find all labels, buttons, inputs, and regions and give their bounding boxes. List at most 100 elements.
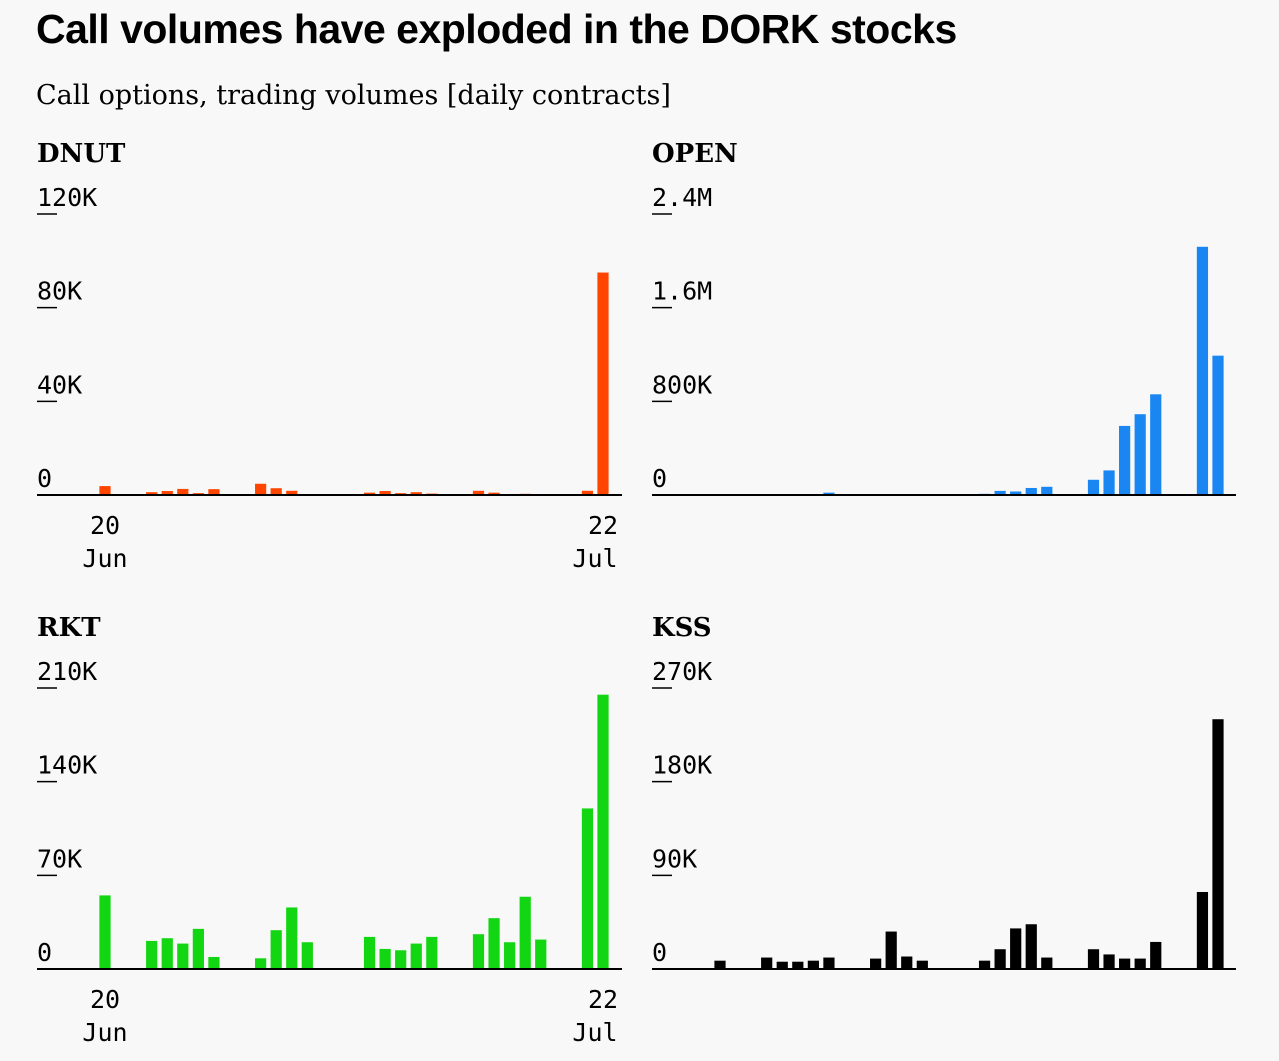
chart-subtitle: Call options, trading volumes [daily con… (36, 80, 671, 111)
bar (192, 928, 204, 969)
bar (581, 808, 594, 969)
bar (885, 931, 897, 969)
bar (177, 488, 189, 495)
panel-kss: KSS 0 90K 180K 270K (652, 613, 1236, 970)
bar (146, 940, 158, 969)
bar (504, 942, 516, 969)
bar (99, 895, 111, 969)
y-tick-label: 40K (37, 370, 82, 399)
y-tick-label: 210K (37, 657, 97, 686)
bar (807, 960, 819, 969)
bar (1134, 958, 1146, 969)
y-tick-label: 0 (37, 464, 52, 493)
panel-title: KSS (652, 613, 712, 643)
bar (1025, 924, 1037, 969)
y-tick-label: 2.4M (652, 183, 712, 212)
y-tick-label: 0 (652, 938, 667, 967)
y-tick-label: 90K (652, 844, 697, 873)
panel-dnut: DNUT 0 40K 80K 120K 20 Jun 22 Jul (37, 139, 622, 573)
bar (363, 936, 376, 969)
bar (363, 492, 376, 495)
bar (581, 490, 594, 495)
bar (776, 961, 788, 969)
bar (410, 492, 422, 495)
bar (535, 939, 547, 969)
bar (395, 950, 407, 969)
y-tick-label: 0 (652, 464, 667, 493)
chart-title: Call volumes have exploded in the DORK s… (36, 6, 957, 52)
bar (1103, 954, 1115, 969)
bar (1087, 949, 1100, 969)
bar (1150, 394, 1162, 495)
bar (1103, 470, 1115, 495)
bar (1196, 246, 1209, 495)
x-tick-label-month: Jun (82, 1018, 127, 1047)
y-tick-label: 180K (652, 751, 712, 780)
bar (99, 486, 111, 495)
bar (1119, 958, 1131, 969)
y-tick-label: 270K (652, 657, 712, 686)
bar (597, 272, 609, 495)
bar (714, 960, 726, 969)
x-tick-label-month: Jun (82, 544, 127, 573)
bar (488, 918, 500, 969)
bar (916, 960, 928, 969)
bar (901, 956, 913, 969)
bar (161, 491, 173, 495)
bar (823, 957, 835, 969)
bar (1025, 487, 1037, 495)
bar (1212, 719, 1224, 969)
bar (255, 958, 267, 969)
panel-title: DNUT (37, 139, 126, 169)
bar (146, 492, 158, 495)
bar (597, 694, 609, 969)
bar (519, 896, 531, 969)
bar (994, 949, 1006, 969)
bar (870, 958, 882, 969)
bar (270, 488, 282, 495)
bar (161, 938, 173, 969)
bar (379, 948, 391, 969)
bar (1134, 414, 1146, 495)
bar (286, 490, 298, 495)
bar (379, 491, 391, 495)
bar (761, 957, 773, 969)
x-tick-label-day: 20 (90, 511, 120, 540)
bar (1196, 891, 1209, 969)
y-tick-label: 800K (652, 370, 712, 399)
bar (1119, 425, 1131, 495)
bar (978, 960, 991, 969)
bar (208, 489, 220, 495)
y-tick-label: 80K (37, 277, 82, 306)
y-tick-label: 70K (37, 844, 82, 873)
y-tick-label: 120K (37, 183, 97, 212)
panel-open: OPEN 0 800K 1.6M 2.4M (652, 139, 1236, 496)
bar (792, 961, 804, 969)
y-tick-label: 1.6M (652, 277, 712, 306)
bar (823, 492, 835, 495)
x-tick-label-day: 22 (588, 985, 618, 1014)
bar (1212, 355, 1224, 495)
bar (270, 930, 282, 969)
x-tick-label-day: 22 (588, 511, 618, 540)
bar (301, 942, 313, 969)
x-tick-label-month: Jul (572, 1018, 617, 1047)
bar (1150, 941, 1162, 969)
bar (410, 943, 422, 969)
bar (255, 483, 267, 495)
y-tick-label: 140K (37, 751, 97, 780)
x-tick-label-day: 20 (90, 985, 120, 1014)
bar (1010, 928, 1022, 969)
bar (1041, 486, 1053, 495)
bar (472, 490, 485, 495)
panel-title: OPEN (652, 139, 738, 169)
bar (426, 936, 438, 969)
bar (1041, 957, 1053, 969)
panel-title: RKT (37, 613, 101, 643)
bar (1087, 479, 1100, 495)
panel-rkt: RKT 0 70K 140K 210K 20 Jun 22 Jul (37, 613, 622, 1047)
y-tick-label: 0 (37, 938, 52, 967)
bar (472, 934, 485, 969)
bar (177, 943, 189, 969)
